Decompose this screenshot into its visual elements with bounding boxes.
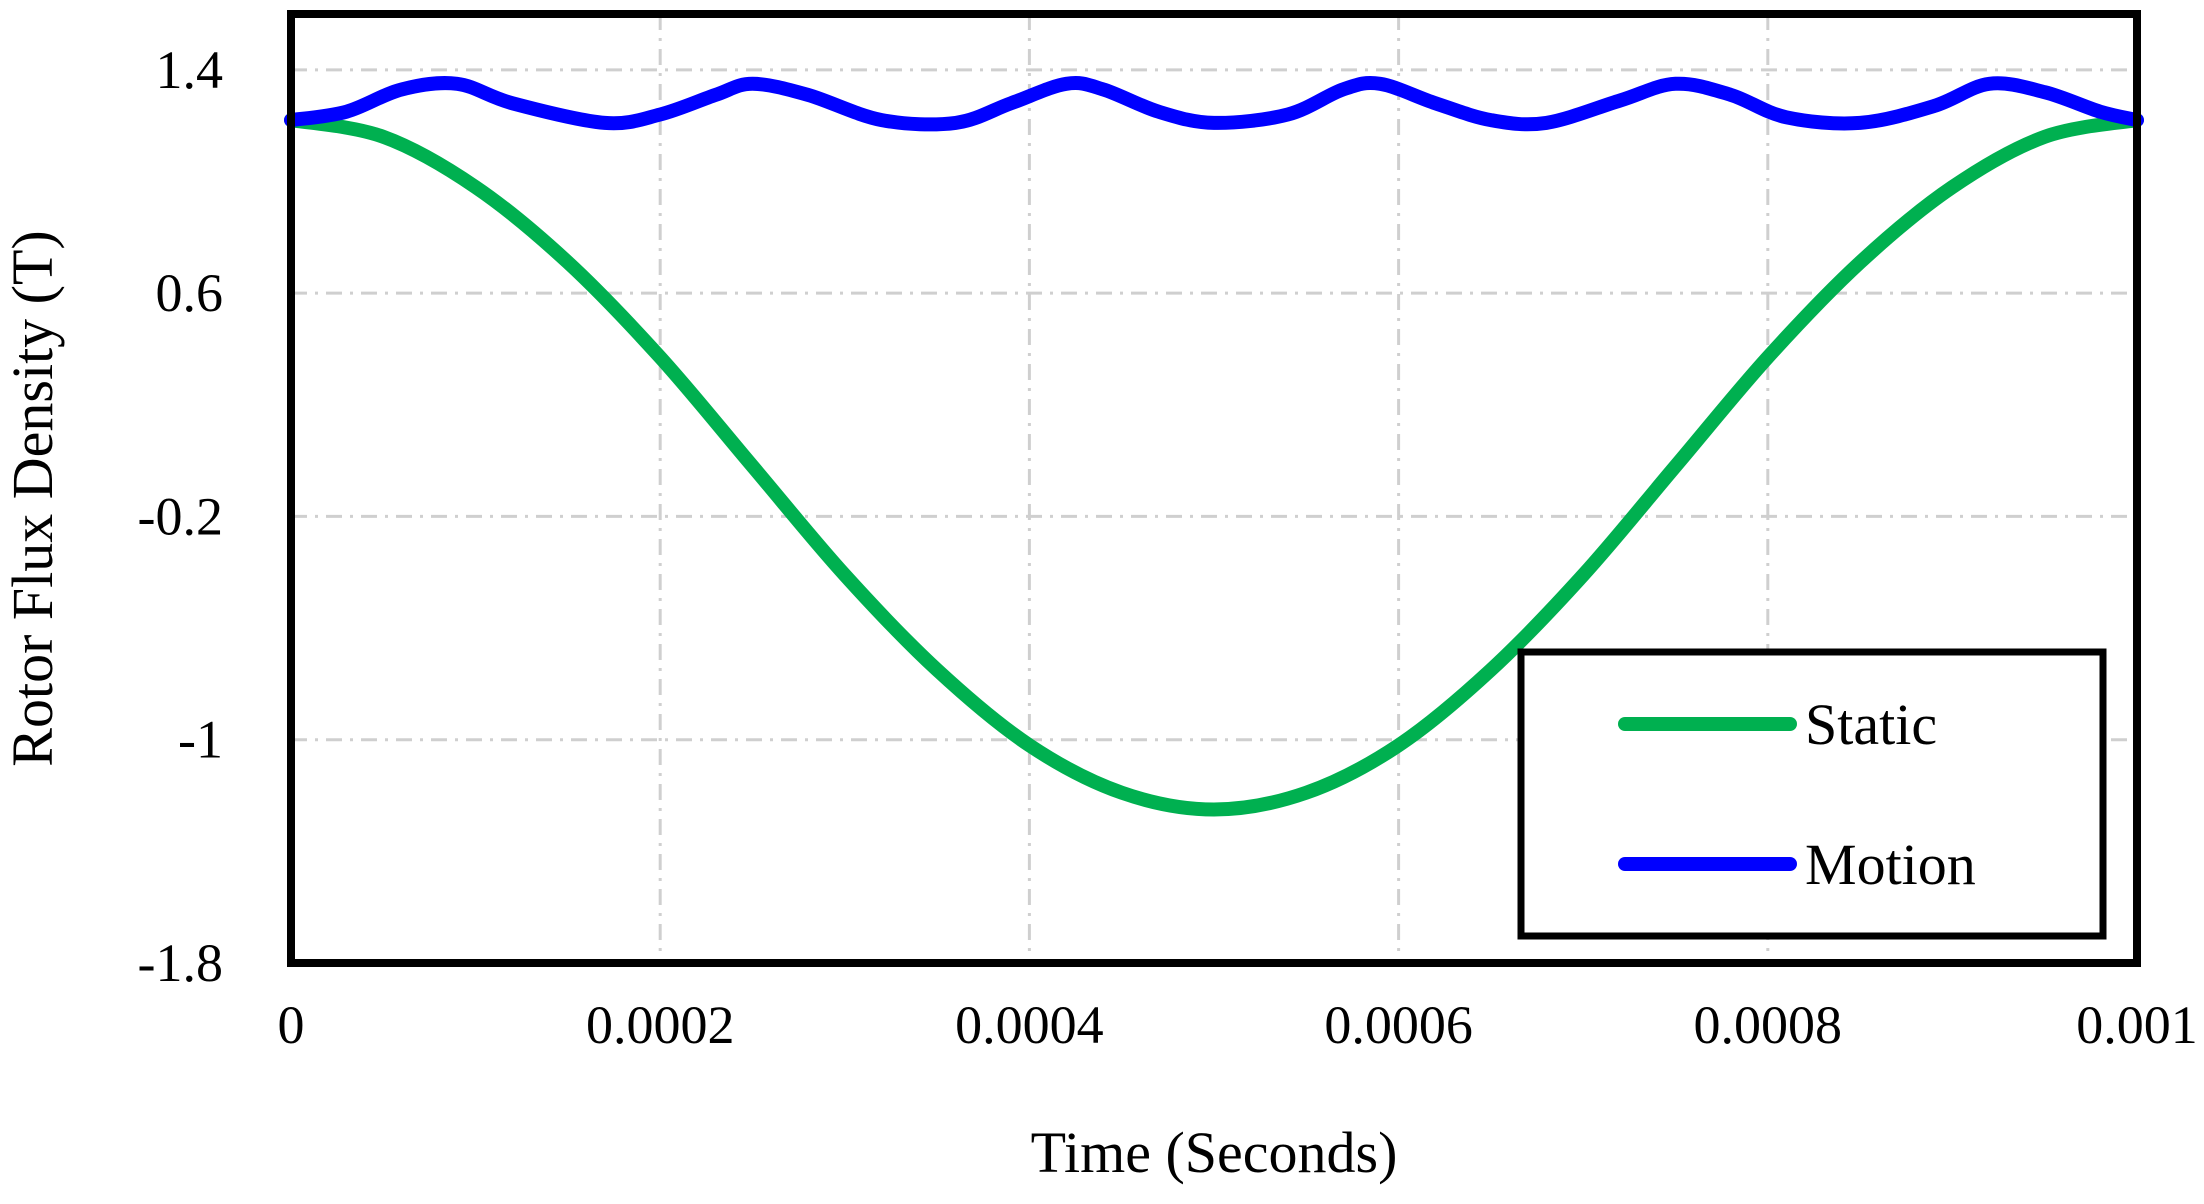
legend-box bbox=[1517, 648, 2107, 940]
series-line-static bbox=[284, 113, 2144, 817]
plot-frame bbox=[287, 10, 2141, 967]
tick-labels: 0 0.0002 0.0004 0.0006 0.0008 0.001 -1.8 -1 -0.2… bbox=[138, 40, 2198, 1055]
y-axis-title: Rotor Flux Density (T) bbox=[0, 230, 65, 766]
x-tick-label: 0 bbox=[278, 995, 305, 1055]
y-tick-label: -1 bbox=[178, 710, 223, 770]
x-tick-label: 0.0006 bbox=[1324, 995, 1473, 1055]
y-tick-label: -1.8 bbox=[138, 933, 223, 993]
legend-label-motion: Motion bbox=[1805, 832, 1976, 897]
y-tick-label: -0.2 bbox=[138, 486, 223, 546]
series-lines bbox=[284, 75, 2144, 817]
x-tick-label: 0.0008 bbox=[1694, 995, 1843, 1055]
x-tick-label: 0.0002 bbox=[586, 995, 735, 1055]
grid-lines bbox=[291, 14, 2137, 963]
x-tick-label: 0.001 bbox=[2076, 995, 2198, 1055]
x-axis-title: Time (Seconds) bbox=[1031, 1120, 1398, 1185]
y-tick-label: 1.4 bbox=[156, 40, 224, 100]
legend-label-static: Static bbox=[1805, 692, 1937, 757]
x-tick-label: 0.0004 bbox=[955, 995, 1104, 1055]
series-line-motion bbox=[284, 75, 2144, 132]
legend: Static Motion bbox=[1517, 648, 2107, 940]
y-tick-label: 0.6 bbox=[156, 263, 224, 323]
